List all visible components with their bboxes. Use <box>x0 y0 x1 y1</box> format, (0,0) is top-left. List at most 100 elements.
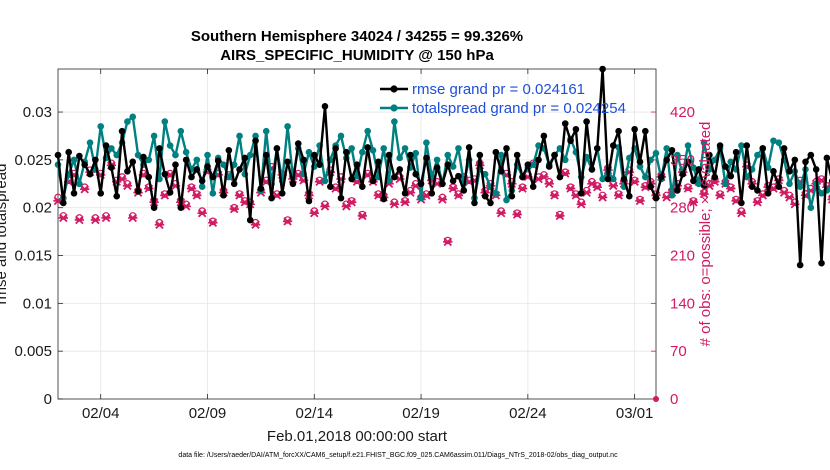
rmse-point <box>503 145 510 152</box>
rmse-point <box>439 180 446 188</box>
legend-rmse-marker <box>390 85 398 93</box>
rmse-point <box>193 166 201 173</box>
totalspread-point <box>663 145 670 152</box>
obs-evaluated-point <box>101 213 111 223</box>
rmse-point <box>465 144 473 151</box>
totalspread-point <box>492 190 500 197</box>
obs-evaluated-point <box>726 184 736 193</box>
y-right-tick-label: 0 <box>670 391 678 408</box>
totalspread-point <box>225 173 233 181</box>
totalspread-point <box>561 156 569 164</box>
obs-possible-point <box>518 183 527 191</box>
rmse-point <box>551 151 558 159</box>
obs-evaluated-point <box>197 208 207 218</box>
obs-possible-point <box>726 183 735 191</box>
chart-subtitle: AIRS_SPECIFIC_HUMIDITY @ 150 hPa <box>220 47 494 64</box>
x-tick-label: 03/01 <box>616 405 654 422</box>
obs-evaluated-point <box>715 191 725 200</box>
obs-evaluated-point <box>234 191 245 200</box>
rmse-point <box>455 172 462 180</box>
rmse-point <box>161 170 169 178</box>
totalspread-point <box>193 156 201 164</box>
rmse-point <box>716 142 724 149</box>
obs-possible-point <box>716 190 724 198</box>
rmse-point <box>337 194 345 202</box>
obs-evaluated-point <box>517 184 528 193</box>
totalspread-point <box>642 173 649 181</box>
totalspread-point <box>796 183 804 190</box>
rmse-point <box>535 156 542 164</box>
rmse-point <box>385 151 393 159</box>
rmse-point <box>604 175 612 183</box>
rmse-point <box>743 142 751 149</box>
rmse-point <box>722 163 729 170</box>
obs-evaluated-point <box>154 220 165 230</box>
obs-evaluated-point <box>635 196 645 206</box>
rmse-point <box>156 145 163 152</box>
rmse-point <box>97 190 105 197</box>
rmse-point <box>348 175 355 183</box>
rmse-point <box>214 157 222 165</box>
totalspread-point <box>236 132 243 140</box>
totalspread-point <box>348 145 355 152</box>
obs-possible-point <box>684 183 692 191</box>
totalspread-point <box>209 190 217 197</box>
totalspread-point <box>609 175 617 183</box>
obs-evaluated-point <box>688 197 699 207</box>
obs-evaluated-point <box>453 191 464 200</box>
rmse-point <box>92 156 99 164</box>
rmse-point <box>764 190 772 197</box>
rmse-point <box>102 142 110 149</box>
rmse-point <box>113 192 121 200</box>
rmse-point <box>663 156 670 164</box>
totalspread-point <box>786 180 793 188</box>
rmse-point <box>369 177 377 185</box>
obs-evaluated-point <box>208 218 218 227</box>
totalspread-point <box>807 204 815 211</box>
obs-evaluated-point <box>608 181 618 191</box>
rmse-point <box>278 190 286 197</box>
totalspread-point <box>433 156 441 164</box>
rmse-point <box>70 190 78 197</box>
rmse-point <box>695 166 703 173</box>
obs-possible-point <box>144 183 153 191</box>
obs-possible-point <box>732 195 740 204</box>
totalspread-point <box>220 161 227 168</box>
totalspread-point <box>700 139 708 146</box>
totalspread-point <box>76 180 83 188</box>
x-tick-label: 02/04 <box>82 405 120 422</box>
rmse-point <box>460 187 468 194</box>
rmse-point <box>487 199 494 207</box>
rmse-point <box>188 173 195 181</box>
totalspread-point <box>684 142 692 149</box>
y-tick-label: 0.01 <box>23 295 52 312</box>
totalspread-point <box>497 151 505 159</box>
totalspread-point <box>652 149 660 157</box>
obs-evaluated-point <box>512 210 522 219</box>
rmse-point <box>327 183 334 190</box>
y-right-tick-label: 70 <box>670 343 687 360</box>
rmse-point <box>166 189 174 196</box>
rmse-point <box>802 158 809 166</box>
rmse-point <box>54 151 62 159</box>
obs-possible-point <box>700 188 708 197</box>
rmse-point <box>732 148 740 156</box>
obs-possible-point <box>193 190 201 198</box>
series-layer <box>53 65 830 402</box>
grid <box>58 69 656 399</box>
totalspread-point <box>172 151 179 159</box>
rmse-point <box>225 147 233 154</box>
totalspread-point <box>321 177 329 185</box>
rmse-point <box>540 132 548 140</box>
obs-evaluated-point <box>784 193 795 202</box>
x-tick-label: 02/19 <box>402 405 440 422</box>
x-axis-label: Feb.01,2018 00:00:00 start <box>267 428 448 445</box>
obs-evaluated-point <box>597 193 608 202</box>
rmse-point <box>449 177 457 185</box>
rmse-point <box>588 166 596 173</box>
totalspread-point <box>695 180 703 188</box>
obs-evaluated-point <box>437 195 448 204</box>
totalspread-point <box>204 151 211 159</box>
totalspread-point <box>150 132 158 140</box>
totalspread-point <box>252 132 259 140</box>
